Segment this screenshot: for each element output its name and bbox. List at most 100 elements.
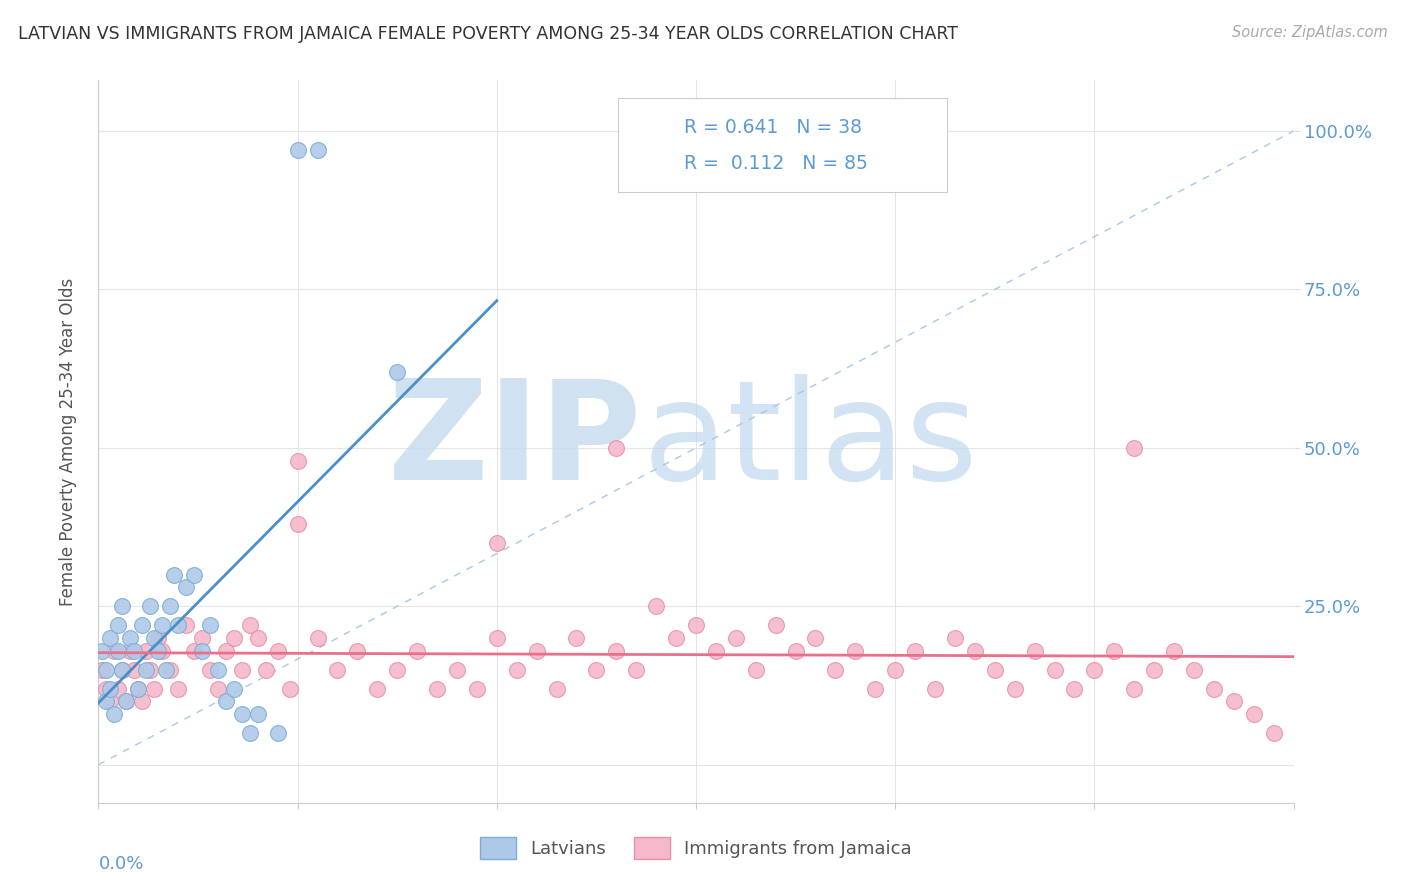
Point bbox=[96, 694, 118, 708]
Point bbox=[159, 599, 181, 614]
Point bbox=[150, 643, 173, 657]
Point bbox=[506, 663, 529, 677]
Point bbox=[1263, 726, 1285, 740]
Point bbox=[1143, 663, 1166, 677]
Point bbox=[526, 643, 548, 657]
Point bbox=[254, 663, 277, 677]
Point bbox=[278, 681, 301, 696]
Point bbox=[111, 663, 134, 677]
Point bbox=[765, 618, 787, 632]
Point bbox=[246, 631, 269, 645]
Point bbox=[326, 663, 349, 677]
Point bbox=[135, 663, 157, 677]
Point bbox=[406, 643, 429, 657]
Point bbox=[215, 643, 238, 657]
Point bbox=[1182, 663, 1205, 677]
Point bbox=[174, 618, 197, 632]
Point bbox=[963, 643, 986, 657]
Y-axis label: Female Poverty Among 25-34 Year Olds: Female Poverty Among 25-34 Year Olds bbox=[59, 277, 77, 606]
Point bbox=[139, 599, 162, 614]
Point bbox=[446, 663, 468, 677]
Point bbox=[150, 618, 173, 632]
Point bbox=[124, 663, 146, 677]
Point bbox=[198, 618, 221, 632]
Point bbox=[565, 631, 588, 645]
Point bbox=[307, 631, 329, 645]
Point bbox=[98, 681, 122, 696]
Point bbox=[665, 631, 688, 645]
Point bbox=[183, 643, 205, 657]
Legend: Latvians, Immigrants from Jamaica: Latvians, Immigrants from Jamaica bbox=[472, 830, 920, 866]
Point bbox=[1024, 643, 1046, 657]
Point bbox=[724, 631, 747, 645]
Point bbox=[943, 631, 966, 645]
Point bbox=[267, 643, 290, 657]
Point bbox=[1123, 441, 1146, 455]
Point bbox=[745, 663, 768, 677]
Point bbox=[366, 681, 388, 696]
Point bbox=[485, 631, 508, 645]
Point bbox=[1004, 681, 1026, 696]
Point bbox=[131, 694, 153, 708]
Point bbox=[98, 631, 122, 645]
Point bbox=[385, 365, 409, 379]
Point bbox=[127, 681, 149, 696]
FancyBboxPatch shape bbox=[619, 98, 948, 193]
Point bbox=[626, 663, 648, 677]
Point bbox=[111, 599, 134, 614]
Point bbox=[267, 726, 290, 740]
Point bbox=[148, 643, 170, 657]
Point bbox=[107, 618, 129, 632]
Point bbox=[191, 631, 214, 645]
Point bbox=[585, 663, 607, 677]
Point bbox=[239, 618, 262, 632]
Text: 0.0%: 0.0% bbox=[98, 855, 143, 872]
Point bbox=[155, 663, 177, 677]
Point bbox=[287, 516, 309, 531]
Text: R =  0.112   N = 85: R = 0.112 N = 85 bbox=[685, 153, 868, 173]
Point bbox=[120, 643, 142, 657]
Point bbox=[239, 726, 262, 740]
Point bbox=[91, 643, 114, 657]
Point bbox=[143, 631, 166, 645]
Point bbox=[167, 681, 190, 696]
Text: atlas: atlas bbox=[643, 374, 979, 509]
Text: Source: ZipAtlas.com: Source: ZipAtlas.com bbox=[1232, 25, 1388, 40]
Point bbox=[924, 681, 946, 696]
Point bbox=[287, 453, 309, 467]
Text: R = 0.641   N = 38: R = 0.641 N = 38 bbox=[685, 118, 862, 136]
Point bbox=[685, 618, 707, 632]
Point bbox=[785, 643, 807, 657]
Point bbox=[844, 643, 866, 657]
Point bbox=[115, 694, 138, 708]
Point bbox=[426, 681, 449, 696]
Point bbox=[804, 631, 827, 645]
Text: LATVIAN VS IMMIGRANTS FROM JAMAICA FEMALE POVERTY AMONG 25-34 YEAR OLDS CORRELAT: LATVIAN VS IMMIGRANTS FROM JAMAICA FEMAL… bbox=[18, 25, 959, 43]
Point bbox=[143, 681, 166, 696]
Point bbox=[198, 663, 221, 677]
Point bbox=[222, 631, 245, 645]
Point bbox=[904, 643, 927, 657]
Point bbox=[131, 618, 153, 632]
Point bbox=[96, 663, 118, 677]
Point bbox=[163, 567, 186, 582]
Point bbox=[107, 643, 129, 657]
Point bbox=[139, 663, 162, 677]
Point bbox=[222, 681, 245, 696]
Point bbox=[111, 663, 134, 677]
Point bbox=[135, 643, 157, 657]
Point bbox=[103, 707, 125, 722]
Point bbox=[231, 707, 253, 722]
Point bbox=[148, 631, 170, 645]
Point bbox=[127, 681, 149, 696]
Point bbox=[1123, 681, 1146, 696]
Point bbox=[984, 663, 1007, 677]
Point bbox=[91, 663, 114, 677]
Point bbox=[159, 663, 181, 677]
Point bbox=[605, 441, 627, 455]
Point bbox=[865, 681, 887, 696]
Point bbox=[167, 618, 190, 632]
Point bbox=[191, 643, 214, 657]
Point bbox=[215, 694, 238, 708]
Point bbox=[1243, 707, 1265, 722]
